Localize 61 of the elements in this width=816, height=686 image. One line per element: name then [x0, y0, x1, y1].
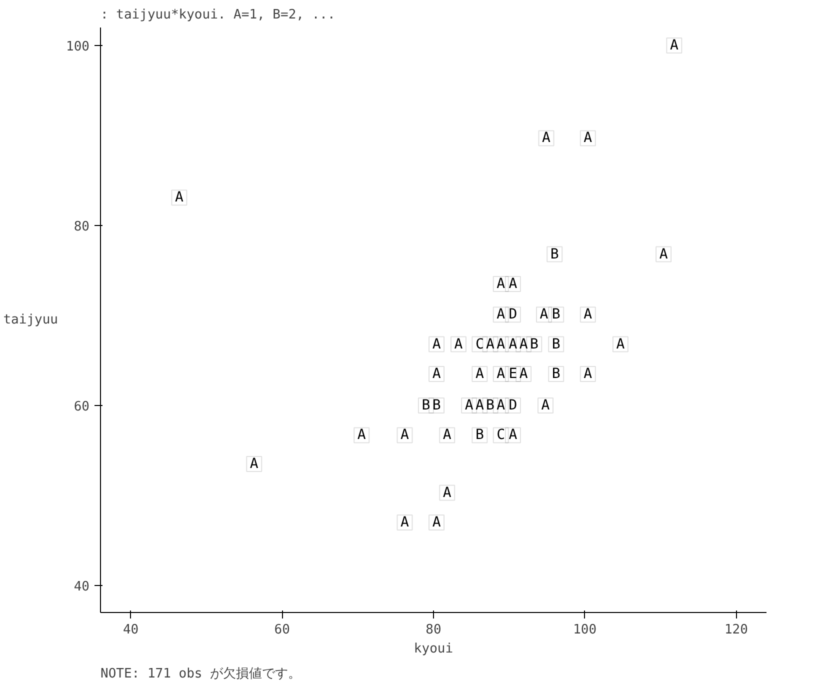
- data-label: A: [400, 427, 410, 444]
- y-axis-title: taijyuu: [3, 312, 58, 328]
- data-label: B: [552, 336, 560, 352]
- data-label: C: [475, 336, 484, 352]
- data-label: A: [584, 366, 593, 382]
- x-tick-label: 80: [426, 622, 442, 638]
- data-label: A: [475, 366, 484, 382]
- data-label: B: [530, 336, 538, 352]
- x-tick-label: 60: [274, 622, 290, 638]
- data-label: A: [670, 38, 679, 54]
- data-label: A: [540, 306, 549, 323]
- data-label: A: [496, 336, 506, 352]
- data-label: E: [508, 366, 518, 382]
- data-label: A: [508, 336, 518, 352]
- data-label: D: [508, 306, 518, 323]
- y-tick-label: 60: [74, 400, 90, 414]
- data-label: B: [486, 398, 494, 414]
- y-tick-label: 80: [74, 220, 90, 234]
- data-label: A: [400, 514, 410, 530]
- x-tick-label: 120: [724, 622, 748, 638]
- data-label: A: [616, 336, 626, 352]
- data-label: A: [584, 306, 593, 323]
- data-label: A: [442, 427, 452, 444]
- data-label: A: [508, 276, 518, 292]
- data-label: C: [496, 427, 506, 444]
- data-label: A: [496, 276, 506, 292]
- data-label: B: [550, 246, 559, 262]
- data-label: A: [174, 190, 184, 206]
- data-label: A: [659, 246, 668, 262]
- data-label: A: [496, 398, 506, 414]
- data-label: A: [541, 398, 550, 414]
- data-label: A: [496, 366, 506, 382]
- text: NOTE: 171 obs が欠損値です。: [100, 666, 302, 682]
- data-label: A: [432, 514, 442, 530]
- data-label: B: [422, 398, 430, 414]
- data-label: B: [475, 427, 484, 444]
- data-label: A: [250, 456, 259, 472]
- y-tick-label: 40: [74, 580, 90, 594]
- data-label: A: [475, 398, 484, 414]
- data-label: B: [552, 366, 560, 382]
- data-label: B: [432, 398, 441, 414]
- x-tick-label: 100: [573, 622, 597, 638]
- x-axis-title: kyoui: [414, 642, 454, 656]
- data-label: A: [519, 366, 528, 382]
- y-tick-label: 100: [66, 40, 90, 54]
- data-label: D: [508, 398, 518, 414]
- data-label: B: [552, 306, 560, 323]
- x-tick-label: 40: [122, 622, 139, 638]
- data-label: A: [454, 336, 464, 352]
- data-label: A: [519, 336, 528, 352]
- data-label: A: [442, 484, 452, 501]
- data-label: A: [432, 336, 442, 352]
- data-label: A: [508, 427, 518, 444]
- data-label: A: [486, 336, 496, 352]
- data-label: A: [496, 306, 506, 323]
- data-label: A: [357, 427, 366, 444]
- data-label: A: [464, 398, 474, 414]
- data-label: A: [584, 130, 593, 146]
- data-label: A: [432, 366, 442, 382]
- data-label: A: [542, 130, 552, 146]
- chart-title: : taijyuu*kyoui. A=1, B=2, ...: [100, 8, 336, 22]
